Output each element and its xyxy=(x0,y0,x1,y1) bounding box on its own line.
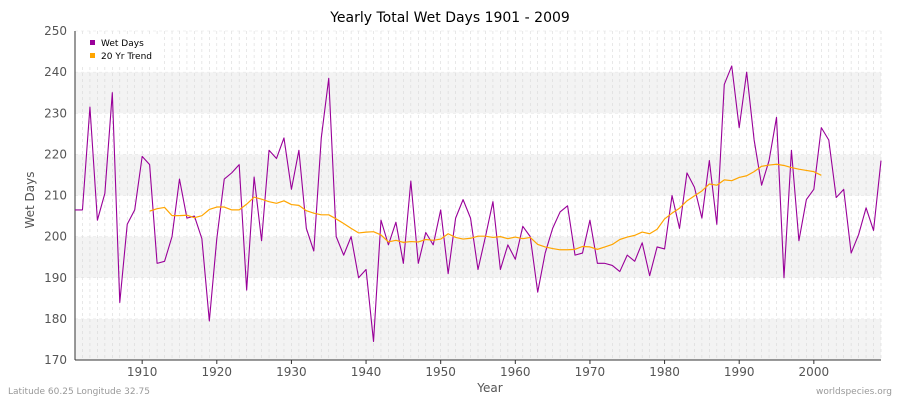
y-tick-label: 170 xyxy=(44,353,67,367)
legend-swatch-wet-days xyxy=(90,40,95,45)
tick-labels: 170 180 190 200 210 220 230 240 250 1910 1920 1930 1… xyxy=(44,24,829,379)
y-axis-label: Wet Days xyxy=(23,171,37,228)
chart-title: Yearly Total Wet Days 1901 - 2009 xyxy=(329,10,570,26)
axes xyxy=(74,31,881,361)
x-tick-label: 1980 xyxy=(649,365,680,379)
grid xyxy=(74,30,882,361)
x-tick-label: 2000 xyxy=(799,365,830,379)
x-tick-label: 1930 xyxy=(276,365,307,379)
footer-coordinates: Latitude 60.25 Longitude 32.75 xyxy=(8,387,150,397)
x-tick-label: 1950 xyxy=(425,365,456,379)
legend-label-wet-days: Wet Days xyxy=(101,39,144,49)
y-tick-label: 240 xyxy=(44,65,67,79)
y-tick-label: 250 xyxy=(44,24,67,38)
y-tick-label: 180 xyxy=(44,312,67,326)
x-tick-label: 1970 xyxy=(575,365,606,379)
footer-source: worldspecies.org xyxy=(816,387,892,397)
x-tick-label: 1960 xyxy=(500,365,531,379)
y-tick-label: 210 xyxy=(44,189,67,203)
x-tick-label: 1910 xyxy=(127,365,158,379)
y-tick-label: 200 xyxy=(44,230,67,244)
legend-swatch-trend xyxy=(90,53,95,58)
x-tick-label: 1940 xyxy=(351,365,382,379)
x-tick-label: 1920 xyxy=(202,365,233,379)
legend-box xyxy=(82,34,164,64)
y-tick-label: 190 xyxy=(44,271,67,285)
legend: Wet Days 20 Yr Trend xyxy=(82,34,164,64)
series-lines xyxy=(75,65,882,343)
y-tick-label: 220 xyxy=(44,147,67,161)
series-line-wet-days xyxy=(75,65,882,343)
series-line-20yr-trend xyxy=(149,163,822,251)
y-tick-label: 230 xyxy=(44,106,67,120)
x-tick-label: 1990 xyxy=(724,365,755,379)
x-axis-label: Year xyxy=(476,381,502,395)
legend-label-trend: 20 Yr Trend xyxy=(101,52,152,62)
